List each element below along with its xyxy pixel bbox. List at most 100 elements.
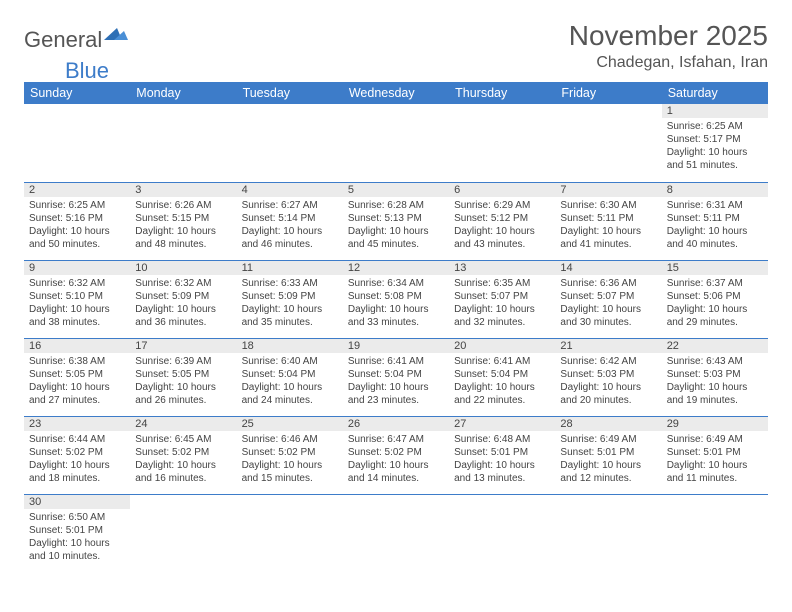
daylight-line: Daylight: 10 hours and 30 minutes. bbox=[560, 303, 656, 329]
weekday-header: Monday bbox=[130, 82, 236, 104]
day-cell: 26Sunrise: 6:47 AMSunset: 5:02 PMDayligh… bbox=[343, 416, 449, 494]
day-number: 16 bbox=[24, 339, 130, 353]
sunset-line: Sunset: 5:05 PM bbox=[29, 368, 125, 381]
day-cell: 2Sunrise: 6:25 AMSunset: 5:16 PMDaylight… bbox=[24, 182, 130, 260]
sunrise-line: Sunrise: 6:47 AM bbox=[348, 433, 444, 446]
day-number: 19 bbox=[343, 339, 449, 353]
sunrise-line: Sunrise: 6:32 AM bbox=[29, 277, 125, 290]
weekday-header-row: SundayMondayTuesdayWednesdayThursdayFrid… bbox=[24, 82, 768, 104]
day-details: Sunrise: 6:29 AMSunset: 5:12 PMDaylight:… bbox=[449, 197, 555, 254]
day-cell: 16Sunrise: 6:38 AMSunset: 5:05 PMDayligh… bbox=[24, 338, 130, 416]
daylight-line: Daylight: 10 hours and 26 minutes. bbox=[135, 381, 231, 407]
day-details: Sunrise: 6:28 AMSunset: 5:13 PMDaylight:… bbox=[343, 197, 449, 254]
empty-cell bbox=[130, 104, 236, 182]
sunrise-line: Sunrise: 6:28 AM bbox=[348, 199, 444, 212]
day-details: Sunrise: 6:41 AMSunset: 5:04 PMDaylight:… bbox=[343, 353, 449, 410]
daylight-line: Daylight: 10 hours and 41 minutes. bbox=[560, 225, 656, 251]
sunset-line: Sunset: 5:07 PM bbox=[560, 290, 656, 303]
daylight-line: Daylight: 10 hours and 40 minutes. bbox=[667, 225, 763, 251]
day-number: 30 bbox=[24, 495, 130, 509]
day-details: Sunrise: 6:50 AMSunset: 5:01 PMDaylight:… bbox=[24, 509, 130, 566]
header: General November 2025 Chadegan, Isfahan,… bbox=[24, 20, 768, 72]
day-number: 11 bbox=[237, 261, 343, 275]
weekday-header: Tuesday bbox=[237, 82, 343, 104]
daylight-line: Daylight: 10 hours and 18 minutes. bbox=[29, 459, 125, 485]
sunset-line: Sunset: 5:02 PM bbox=[348, 446, 444, 459]
daylight-line: Daylight: 10 hours and 36 minutes. bbox=[135, 303, 231, 329]
empty-cell bbox=[662, 494, 768, 572]
daylight-line: Daylight: 10 hours and 43 minutes. bbox=[454, 225, 550, 251]
day-details: Sunrise: 6:38 AMSunset: 5:05 PMDaylight:… bbox=[24, 353, 130, 410]
sunrise-line: Sunrise: 6:29 AM bbox=[454, 199, 550, 212]
empty-cell bbox=[237, 494, 343, 572]
daylight-line: Daylight: 10 hours and 20 minutes. bbox=[560, 381, 656, 407]
daylight-line: Daylight: 10 hours and 19 minutes. bbox=[667, 381, 763, 407]
sunrise-line: Sunrise: 6:27 AM bbox=[242, 199, 338, 212]
day-number: 21 bbox=[555, 339, 661, 353]
empty-cell bbox=[555, 104, 661, 182]
daylight-line: Daylight: 10 hours and 29 minutes. bbox=[667, 303, 763, 329]
sunrise-line: Sunrise: 6:34 AM bbox=[348, 277, 444, 290]
day-details: Sunrise: 6:36 AMSunset: 5:07 PMDaylight:… bbox=[555, 275, 661, 332]
sunset-line: Sunset: 5:02 PM bbox=[29, 446, 125, 459]
day-number: 25 bbox=[237, 417, 343, 431]
day-number: 27 bbox=[449, 417, 555, 431]
calendar-body: 1Sunrise: 6:25 AMSunset: 5:17 PMDaylight… bbox=[24, 104, 768, 572]
sunset-line: Sunset: 5:04 PM bbox=[454, 368, 550, 381]
day-details: Sunrise: 6:40 AMSunset: 5:04 PMDaylight:… bbox=[237, 353, 343, 410]
sunrise-line: Sunrise: 6:35 AM bbox=[454, 277, 550, 290]
day-number: 29 bbox=[662, 417, 768, 431]
daylight-line: Daylight: 10 hours and 12 minutes. bbox=[560, 459, 656, 485]
sunrise-line: Sunrise: 6:43 AM bbox=[667, 355, 763, 368]
sunset-line: Sunset: 5:11 PM bbox=[560, 212, 656, 225]
weekday-header: Thursday bbox=[449, 82, 555, 104]
empty-cell bbox=[237, 104, 343, 182]
sunset-line: Sunset: 5:06 PM bbox=[667, 290, 763, 303]
calendar-row: 23Sunrise: 6:44 AMSunset: 5:02 PMDayligh… bbox=[24, 416, 768, 494]
day-cell: 21Sunrise: 6:42 AMSunset: 5:03 PMDayligh… bbox=[555, 338, 661, 416]
day-cell: 28Sunrise: 6:49 AMSunset: 5:01 PMDayligh… bbox=[555, 416, 661, 494]
sunrise-line: Sunrise: 6:25 AM bbox=[29, 199, 125, 212]
day-details: Sunrise: 6:34 AMSunset: 5:08 PMDaylight:… bbox=[343, 275, 449, 332]
flag-icon bbox=[104, 26, 128, 47]
day-number: 3 bbox=[130, 183, 236, 197]
logo-text-general: General bbox=[24, 27, 102, 53]
daylight-line: Daylight: 10 hours and 13 minutes. bbox=[454, 459, 550, 485]
day-details: Sunrise: 6:43 AMSunset: 5:03 PMDaylight:… bbox=[662, 353, 768, 410]
day-cell: 14Sunrise: 6:36 AMSunset: 5:07 PMDayligh… bbox=[555, 260, 661, 338]
sunrise-line: Sunrise: 6:41 AM bbox=[348, 355, 444, 368]
daylight-line: Daylight: 10 hours and 38 minutes. bbox=[29, 303, 125, 329]
day-cell: 8Sunrise: 6:31 AMSunset: 5:11 PMDaylight… bbox=[662, 182, 768, 260]
empty-cell bbox=[343, 494, 449, 572]
day-details: Sunrise: 6:26 AMSunset: 5:15 PMDaylight:… bbox=[130, 197, 236, 254]
title-block: November 2025 Chadegan, Isfahan, Iran bbox=[569, 20, 768, 72]
sunset-line: Sunset: 5:02 PM bbox=[242, 446, 338, 459]
sunset-line: Sunset: 5:16 PM bbox=[29, 212, 125, 225]
day-cell: 1Sunrise: 6:25 AMSunset: 5:17 PMDaylight… bbox=[662, 104, 768, 182]
day-number: 13 bbox=[449, 261, 555, 275]
day-number: 2 bbox=[24, 183, 130, 197]
daylight-line: Daylight: 10 hours and 51 minutes. bbox=[667, 146, 763, 172]
day-cell: 7Sunrise: 6:30 AMSunset: 5:11 PMDaylight… bbox=[555, 182, 661, 260]
day-details: Sunrise: 6:30 AMSunset: 5:11 PMDaylight:… bbox=[555, 197, 661, 254]
day-details: Sunrise: 6:45 AMSunset: 5:02 PMDaylight:… bbox=[130, 431, 236, 488]
daylight-line: Daylight: 10 hours and 24 minutes. bbox=[242, 381, 338, 407]
sunrise-line: Sunrise: 6:33 AM bbox=[242, 277, 338, 290]
sunrise-line: Sunrise: 6:30 AM bbox=[560, 199, 656, 212]
weekday-header: Friday bbox=[555, 82, 661, 104]
empty-cell bbox=[343, 104, 449, 182]
sunrise-line: Sunrise: 6:25 AM bbox=[667, 120, 763, 133]
day-cell: 4Sunrise: 6:27 AMSunset: 5:14 PMDaylight… bbox=[237, 182, 343, 260]
day-details: Sunrise: 6:32 AMSunset: 5:09 PMDaylight:… bbox=[130, 275, 236, 332]
daylight-line: Daylight: 10 hours and 45 minutes. bbox=[348, 225, 444, 251]
day-details: Sunrise: 6:42 AMSunset: 5:03 PMDaylight:… bbox=[555, 353, 661, 410]
day-cell: 3Sunrise: 6:26 AMSunset: 5:15 PMDaylight… bbox=[130, 182, 236, 260]
day-details: Sunrise: 6:25 AMSunset: 5:16 PMDaylight:… bbox=[24, 197, 130, 254]
sunset-line: Sunset: 5:01 PM bbox=[454, 446, 550, 459]
calendar-row: 1Sunrise: 6:25 AMSunset: 5:17 PMDaylight… bbox=[24, 104, 768, 182]
sunset-line: Sunset: 5:09 PM bbox=[135, 290, 231, 303]
sunrise-line: Sunrise: 6:36 AM bbox=[560, 277, 656, 290]
calendar-row: 16Sunrise: 6:38 AMSunset: 5:05 PMDayligh… bbox=[24, 338, 768, 416]
daylight-line: Daylight: 10 hours and 22 minutes. bbox=[454, 381, 550, 407]
weekday-header: Sunday bbox=[24, 82, 130, 104]
